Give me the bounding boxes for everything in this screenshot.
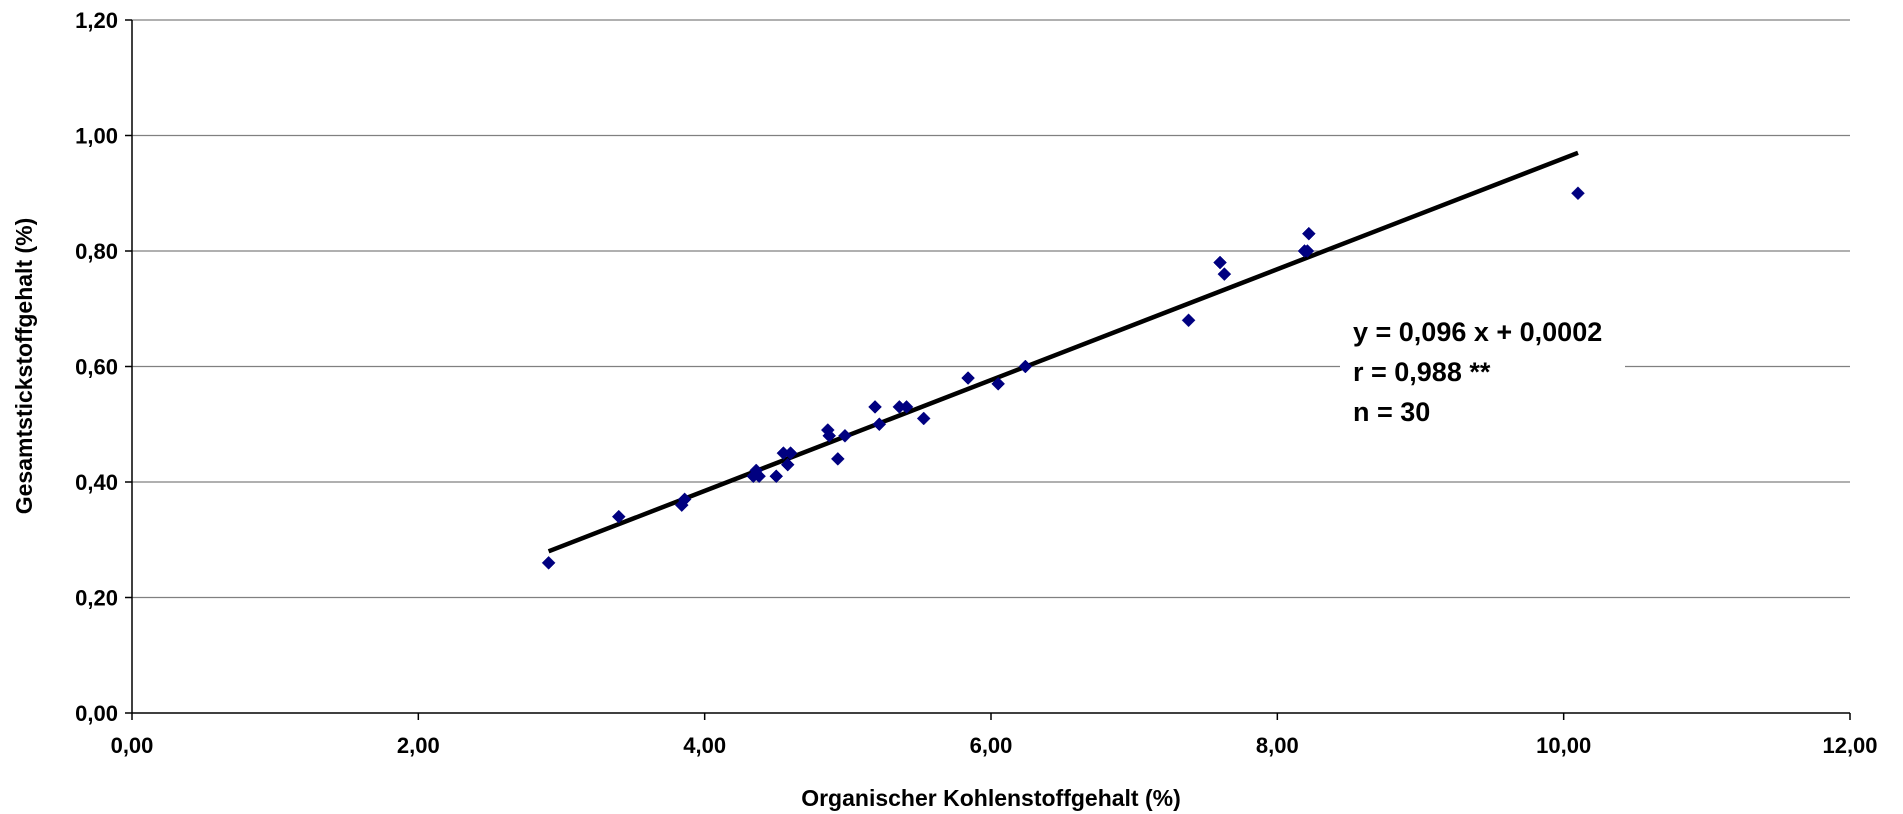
data-point-21 — [991, 376, 1006, 391]
data-point-1 — [611, 509, 626, 524]
data-point-22 — [1018, 359, 1033, 374]
y-tick-label-6: 1,20 — [75, 8, 118, 33]
data-point-23 — [1181, 313, 1196, 328]
y-tick-label-5: 1,00 — [75, 124, 118, 149]
x-tick-label-0: 0,00 — [111, 733, 154, 758]
data-point-29 — [1571, 186, 1585, 201]
data-point-20 — [961, 371, 975, 385]
data-point-9 — [780, 457, 795, 472]
y-tick-label-0: 0,00 — [75, 701, 118, 726]
data-point-13 — [830, 452, 845, 466]
x-tick-label-2: 4,00 — [683, 733, 726, 758]
data-point-24 — [1213, 255, 1227, 270]
y-tick-label-3: 0,60 — [75, 355, 118, 380]
data-point-6 — [752, 469, 766, 484]
y-tick-label-4: 0,80 — [75, 239, 118, 264]
trendline — [547, 150, 1579, 554]
y-axis-title: Gesamtstickstoffgehalt (%) — [11, 218, 37, 515]
data-points — [541, 186, 1585, 570]
y-tick-label-2: 0,40 — [75, 470, 118, 495]
data-point-25 — [1217, 267, 1232, 281]
data-point-15 — [868, 400, 882, 414]
data-point-7 — [769, 469, 784, 484]
data-point-16 — [872, 417, 887, 432]
data-point-27 — [1300, 244, 1315, 258]
correlation-coefficient: r = 0,988 ** — [1353, 357, 1491, 387]
regression-equation: y = 0,096 x + 0,0002 — [1353, 317, 1602, 347]
x-tick-label-5: 10,00 — [1536, 733, 1591, 758]
y-tick-label-1: 0,20 — [75, 586, 118, 611]
x-tick-label-1: 2,00 — [397, 733, 440, 758]
sample-size: n = 30 — [1353, 397, 1430, 427]
x-tick-label-4: 8,00 — [1256, 733, 1299, 758]
x-tick-label-3: 6,00 — [970, 733, 1013, 758]
data-point-28 — [1301, 226, 1316, 241]
data-point-19 — [916, 411, 931, 426]
annotation-background — [1340, 302, 1625, 432]
data-point-12 — [822, 428, 837, 443]
x-tick-label-6: 12,00 — [1822, 733, 1877, 758]
data-point-14 — [838, 428, 852, 443]
data-point-0 — [541, 555, 556, 570]
y-tick-labels: 0,00 0,20 0,40 0,60 0,80 1,00 1,20 — [75, 8, 118, 726]
data-point-3 — [677, 492, 692, 507]
x-axis-title: Organischer Kohlenstoffgehalt (%) — [801, 785, 1181, 811]
data-point-10 — [783, 446, 798, 460]
x-tick-labels: 0,00 2,00 4,00 6,00 8,00 10,00 12,00 — [111, 713, 1878, 758]
data-point-18 — [899, 400, 914, 414]
